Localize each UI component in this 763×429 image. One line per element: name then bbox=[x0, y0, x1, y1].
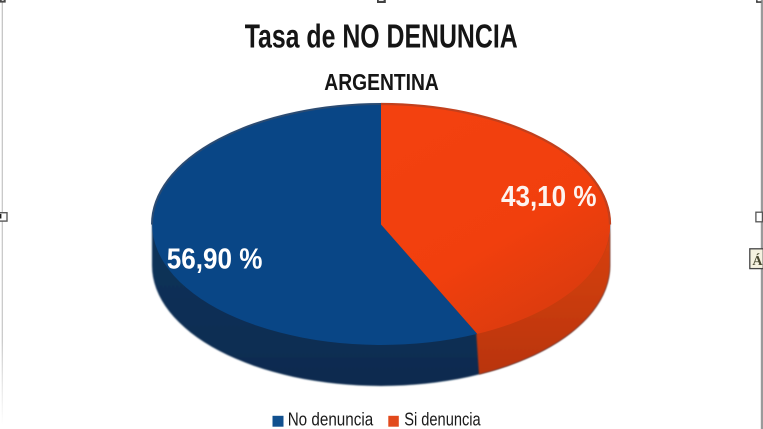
svg-text:Tasa de NO DENUNCIA: Tasa de NO DENUNCIA bbox=[245, 18, 518, 55]
svg-text:No denuncia: No denuncia bbox=[288, 409, 374, 429]
svg-text:56,90 %: 56,90 % bbox=[167, 243, 263, 275]
svg-text:ARGENTINA: ARGENTINA bbox=[324, 69, 439, 95]
svg-text:43,10 %: 43,10 % bbox=[501, 181, 597, 213]
svg-text:Á: Á bbox=[752, 252, 763, 269]
svg-text:Si denuncia: Si denuncia bbox=[404, 409, 481, 429]
